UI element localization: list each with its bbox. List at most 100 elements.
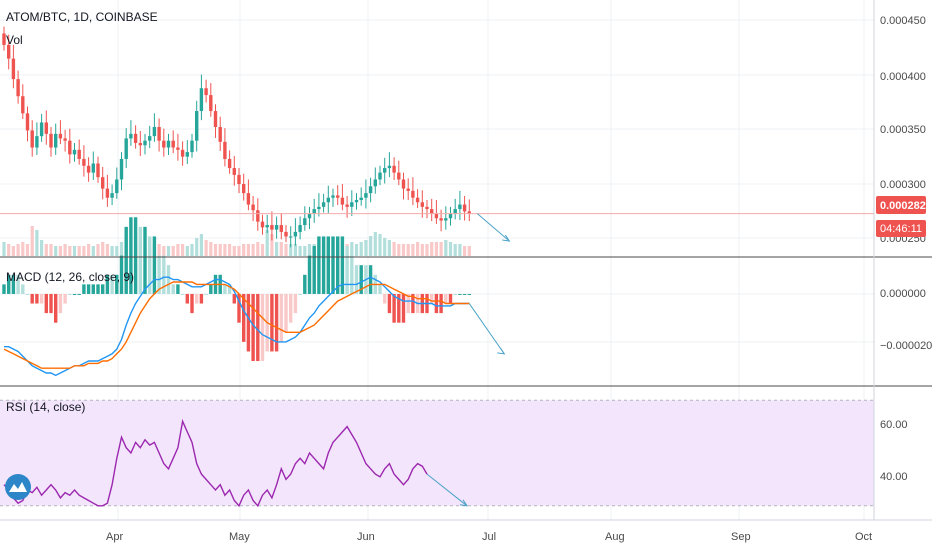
candle-body	[331, 195, 335, 198]
candle-body	[21, 96, 25, 114]
macd-histogram-bar	[289, 293, 293, 323]
candle-body	[68, 140, 72, 155]
volume-bar	[185, 246, 189, 256]
candle-body	[439, 218, 443, 221]
candle-body	[49, 133, 53, 148]
macd-title[interactable]: MACD (12, 26, close, 9)	[6, 270, 134, 284]
price-tick-label: 0.000350	[880, 124, 926, 136]
volume-bar	[218, 244, 222, 256]
candle-body	[458, 204, 462, 210]
macd-histogram-bar	[331, 236, 335, 294]
macd-histogram-bar	[77, 293, 81, 295]
volume-bar	[307, 244, 312, 256]
macd-histogram-bar	[444, 293, 448, 304]
candle-body	[326, 197, 330, 203]
volume-bar	[58, 246, 62, 256]
volume-label[interactable]: Vol	[6, 33, 23, 47]
rsi-pane[interactable]	[0, 399, 874, 508]
macd-histogram-bar	[72, 293, 77, 295]
volume-bar	[11, 246, 15, 256]
volume-bar	[91, 246, 95, 256]
macd-histogram-bar	[58, 293, 63, 314]
candle-body	[63, 138, 67, 141]
macd-histogram-bar	[129, 217, 133, 294]
candle-body	[171, 140, 175, 148]
macd-histogram-bar	[383, 293, 387, 304]
candle-body	[406, 188, 410, 191]
rsi-title[interactable]: RSI (14, close)	[6, 400, 85, 414]
tradingview-logo[interactable]	[5, 474, 31, 500]
macd-histogram-bar	[448, 293, 453, 304]
countdown-tag: 04:46:11	[876, 220, 926, 237]
symbol-title[interactable]: ATOM/BTC, 1D, COINBASE	[6, 10, 158, 24]
macd-histogram-bar	[359, 265, 363, 294]
macd-histogram-bar	[434, 293, 439, 314]
candle-body	[180, 149, 185, 157]
macd-pane[interactable]	[0, 217, 874, 377]
volume-bar	[425, 244, 429, 256]
volume-bar	[195, 238, 199, 256]
volume-bar	[72, 246, 77, 256]
macd-histogram-bar	[209, 284, 213, 294]
time-axis[interactable]: Apr May Jun Jul Aug Sep Oct	[106, 531, 872, 543]
macd-histogram-bar	[279, 293, 283, 342]
macd-histogram-bar	[176, 284, 180, 294]
macd-histogram-bar	[411, 293, 415, 314]
volume-bar	[387, 240, 391, 256]
candle-body	[251, 204, 255, 211]
macd-histogram-bar	[138, 226, 142, 294]
rsi-line	[3, 418, 428, 508]
macd-histogram-bar	[166, 265, 171, 294]
volume-bar	[246, 244, 250, 256]
candle-body	[110, 193, 114, 198]
volume-bar	[354, 244, 359, 256]
macd-histogram-bar	[119, 255, 124, 294]
rsi-projection-line	[426, 473, 468, 507]
candle-body	[86, 165, 91, 173]
volume-bar	[453, 244, 457, 256]
macd-tick-label: 0.000000	[880, 288, 926, 300]
time-label: May	[229, 531, 250, 543]
volume-bar	[434, 242, 438, 256]
volume-bar	[373, 232, 377, 256]
candle-body	[265, 225, 269, 228]
candle-body	[242, 184, 246, 194]
candle-body	[129, 133, 133, 139]
price-scale[interactable]: 0.000450 0.000400 0.000350 0.000300 0.00…	[880, 15, 932, 483]
volume-bar	[242, 244, 246, 256]
candle-body	[148, 136, 152, 141]
candle-body	[91, 163, 95, 173]
candle-body	[359, 197, 363, 200]
candle-body	[35, 136, 39, 148]
volume-bar	[223, 244, 227, 256]
candle-body	[223, 141, 227, 159]
candle-body	[307, 213, 312, 219]
macd-histogram-bar	[430, 293, 434, 304]
candle-body	[462, 204, 467, 212]
macd-histogram-bar	[251, 293, 255, 362]
macd-histogram-bar	[260, 293, 265, 362]
candle-body	[105, 188, 110, 198]
volume-bar	[369, 236, 373, 256]
macd-histogram-bar	[368, 265, 373, 294]
candle-body	[115, 179, 119, 194]
volume-bar	[181, 244, 185, 256]
macd-histogram-bar	[246, 293, 251, 352]
macd-histogram-bar	[317, 236, 321, 294]
candle-body	[54, 133, 58, 148]
projection-arrow-line	[476, 213, 510, 242]
volume-bar	[204, 240, 208, 256]
candle-body	[354, 199, 359, 203]
macd-histogram-bar	[284, 293, 288, 333]
volume-bar	[251, 244, 255, 256]
volume-bar	[411, 244, 415, 256]
candle-body	[415, 197, 420, 203]
candle-body	[166, 140, 171, 148]
volume-bar	[444, 240, 448, 256]
macd-histogram-bar	[180, 293, 185, 295]
candle-body	[260, 221, 265, 228]
macd-histogram-bar	[401, 293, 406, 323]
macd-histogram-bar	[227, 284, 232, 294]
candle-body	[293, 231, 298, 237]
